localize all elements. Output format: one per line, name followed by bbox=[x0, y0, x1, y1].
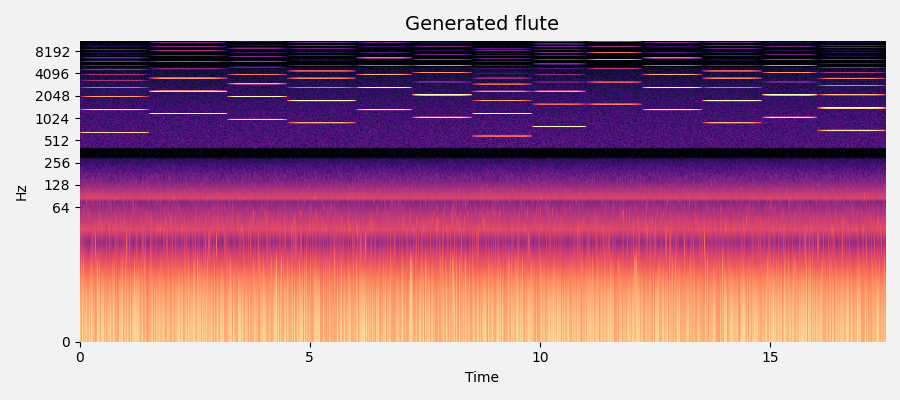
X-axis label: Time: Time bbox=[465, 371, 500, 385]
Title: Generated flute: Generated flute bbox=[405, 15, 559, 34]
Y-axis label: Hz: Hz bbox=[15, 182, 29, 200]
